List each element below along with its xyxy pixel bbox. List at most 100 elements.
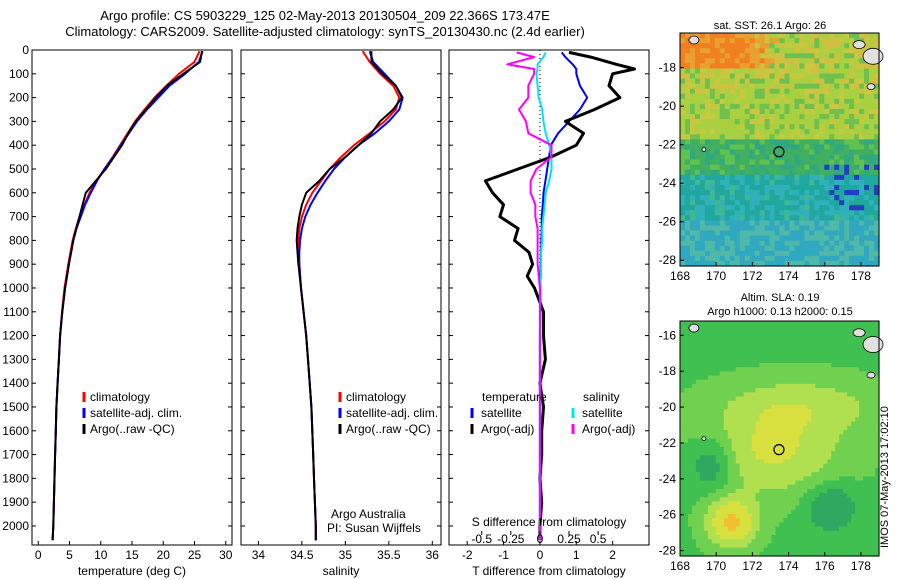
map-cell	[831, 522, 836, 528]
map-cell	[869, 159, 875, 166]
map-cell	[871, 514, 876, 519]
map-cell	[690, 129, 696, 135]
map-cell	[711, 455, 717, 461]
map-cell	[707, 371, 713, 377]
map-cell	[803, 325, 808, 330]
map-cell	[871, 321, 876, 326]
map-cell	[844, 134, 850, 140]
map-cell	[771, 434, 777, 440]
map-cell	[759, 260, 766, 267]
map-cell	[863, 430, 868, 435]
map-cell	[727, 350, 733, 356]
map-cell	[739, 522, 745, 528]
map-cell	[688, 518, 693, 523]
map-cell	[859, 434, 864, 440]
map-cell	[727, 337, 733, 343]
map-cell	[875, 363, 880, 368]
map-cell	[874, 119, 880, 125]
map-cell	[783, 497, 789, 503]
map-cell	[823, 463, 828, 469]
map-cell	[803, 526, 808, 532]
map-cell	[699, 404, 705, 410]
map-cell	[691, 514, 697, 519]
map-cell	[839, 103, 845, 110]
map-cell	[803, 505, 808, 511]
map-cell	[824, 195, 830, 201]
map-cell	[844, 144, 850, 151]
map-cell	[849, 78, 855, 85]
map-cell	[864, 98, 870, 105]
map-cell	[729, 63, 736, 70]
map-cell	[835, 438, 840, 444]
map-cell	[734, 109, 741, 115]
map-cell	[755, 325, 761, 330]
map-cell	[715, 409, 721, 414]
map-cell	[854, 220, 860, 227]
map-cell	[751, 337, 757, 343]
map-cell	[714, 68, 721, 75]
map-cell	[774, 255, 781, 262]
map-cell	[691, 518, 697, 523]
map-cell	[823, 535, 828, 540]
map-cell	[699, 400, 705, 406]
map-cell	[875, 501, 880, 507]
map-cell	[774, 129, 781, 135]
map-cell	[735, 501, 741, 507]
map-cell	[747, 396, 753, 402]
map-cell	[819, 518, 824, 523]
map-cell	[731, 451, 737, 456]
map-cell	[771, 480, 777, 486]
map-cell	[729, 88, 736, 95]
map-cell	[688, 535, 693, 540]
map-cell	[729, 139, 736, 146]
map-cell	[827, 497, 832, 503]
map-cell	[685, 63, 691, 70]
map-cell	[835, 543, 840, 549]
map-cell	[789, 129, 796, 135]
map-cell	[771, 409, 777, 414]
map-cell	[749, 119, 756, 125]
map-cell	[839, 396, 844, 402]
map-cell	[714, 235, 721, 242]
map-cell	[819, 73, 825, 80]
map-sla-map	[679, 320, 884, 557]
map-cell	[844, 78, 850, 85]
map-cell	[849, 179, 855, 186]
map-cell	[787, 530, 793, 536]
map-cell	[795, 467, 800, 473]
map-cell	[680, 488, 685, 494]
map-cell	[855, 425, 860, 431]
map-cell	[767, 530, 773, 536]
map-cell	[779, 488, 785, 494]
map-cell	[811, 421, 816, 427]
map-cell	[815, 337, 820, 343]
map-cell	[783, 383, 789, 389]
map-cell	[815, 400, 820, 406]
map-cell	[843, 337, 848, 343]
map-cell	[707, 551, 713, 557]
map-cell	[715, 379, 721, 385]
map-cell	[744, 38, 751, 44]
map-cell	[834, 48, 840, 54]
map-cell	[759, 539, 765, 544]
map-cell	[799, 446, 804, 452]
map-cell	[735, 409, 741, 414]
map-cell	[849, 215, 855, 221]
map-cell	[688, 514, 693, 519]
map-cell	[688, 467, 693, 473]
argo-position-marker	[773, 146, 785, 158]
map-cell	[849, 43, 855, 49]
map-cell	[779, 169, 786, 176]
map-cell	[699, 200, 706, 206]
map-cell	[794, 230, 800, 237]
map-cell	[779, 321, 785, 326]
map-cell	[815, 421, 820, 427]
map-cell	[775, 392, 781, 398]
map-cell	[751, 438, 757, 444]
map-cell	[719, 342, 725, 347]
map-cell	[769, 93, 776, 100]
map-cell	[814, 210, 820, 216]
map-cell	[739, 442, 745, 448]
map-cell	[863, 350, 868, 356]
map-cell	[871, 526, 876, 532]
